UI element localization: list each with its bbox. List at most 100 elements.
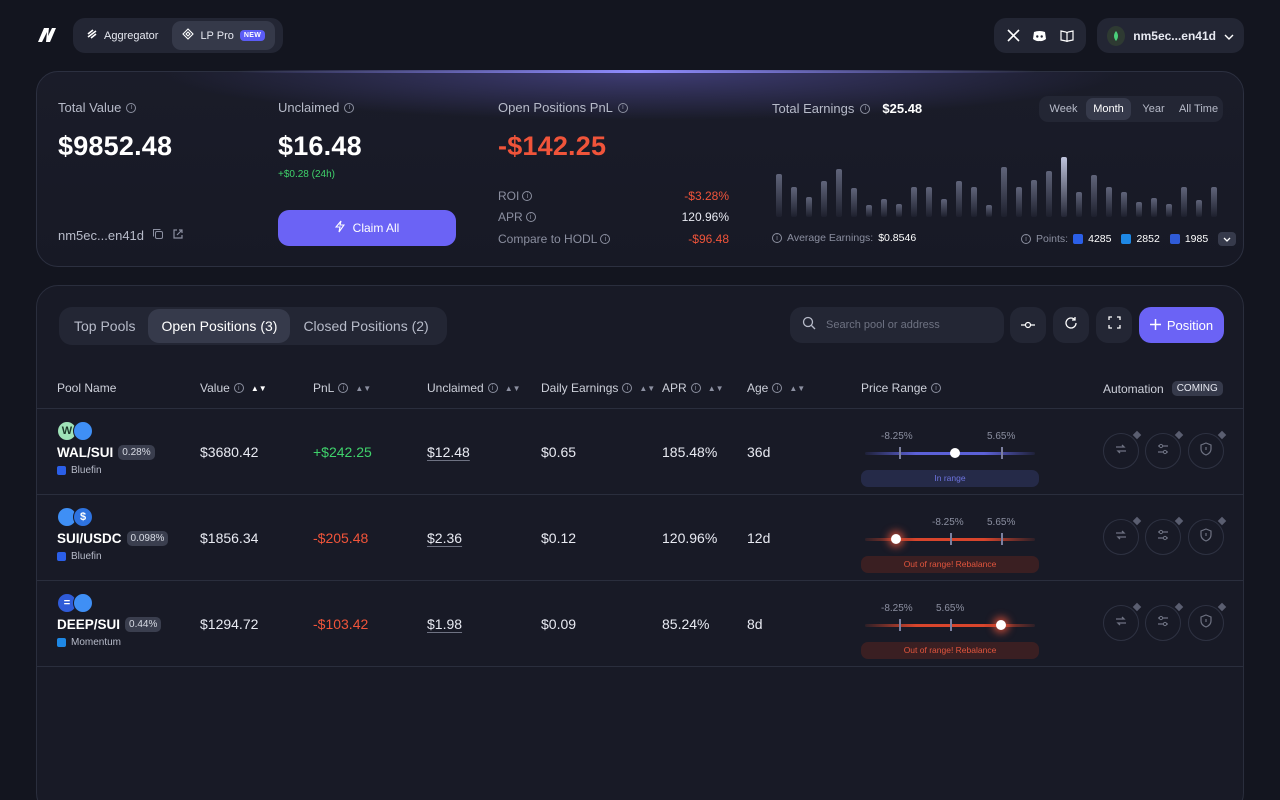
claim-all-button[interactable]: Claim All: [278, 210, 456, 246]
earnings-bar[interactable]: [865, 205, 872, 217]
col-value-label: Value: [200, 381, 230, 395]
earnings-bar[interactable]: [940, 199, 947, 217]
external-link-icon[interactable]: [172, 228, 184, 243]
earnings-bar[interactable]: [910, 187, 917, 217]
cell-unclaimed[interactable]: $12.48: [427, 444, 470, 460]
auto-rebalance-button[interactable]: [1103, 516, 1142, 555]
earnings-bar[interactable]: [805, 197, 812, 217]
col-daily-earnings[interactable]: Daily Earnings i ▲▼: [541, 381, 655, 395]
period-month[interactable]: Month: [1086, 98, 1131, 120]
tab-top-pools[interactable]: Top Pools: [74, 318, 136, 334]
info-icon[interactable]: i: [487, 383, 498, 393]
info-icon[interactable]: i: [344, 102, 355, 113]
earnings-bar[interactable]: [790, 187, 797, 217]
wallet-button[interactable]: nm5ec...en41d: [1097, 18, 1244, 53]
earnings-bar[interactable]: [1105, 187, 1112, 217]
info-icon[interactable]: i: [525, 212, 536, 222]
info-icon[interactable]: i: [617, 102, 628, 113]
auto-protect-button[interactable]: [1188, 430, 1227, 469]
earnings-bar[interactable]: [835, 169, 842, 217]
nav-aggregator[interactable]: Aggregator: [76, 21, 168, 50]
rebalance-icon: [1114, 614, 1128, 633]
fullscreen-button[interactable]: [1096, 307, 1132, 343]
table-row[interactable]: W WAL/SUI 0.28% Bluefin $3680.42 +$242.2…: [37, 409, 1243, 495]
earnings-bar[interactable]: [985, 205, 992, 217]
auto-rebalance-button[interactable]: [1103, 602, 1142, 641]
docs-icon[interactable]: [1059, 28, 1075, 44]
info-icon[interactable]: i: [1021, 234, 1031, 244]
auto-rebalance-button[interactable]: [1103, 430, 1142, 469]
earnings-bar[interactable]: [895, 204, 902, 217]
range-status[interactable]: Out of range! Rebalance: [861, 642, 1039, 659]
range-status[interactable]: Out of range! Rebalance: [861, 556, 1039, 573]
earnings-bar[interactable]: [955, 181, 962, 217]
add-position-button[interactable]: Position: [1139, 307, 1224, 343]
auto-protect-button[interactable]: [1188, 516, 1227, 555]
table-row[interactable]: $ SUI/USDC 0.098% Bluefin $1856.34 -$205…: [37, 495, 1243, 581]
cell-unclaimed[interactable]: $1.98: [427, 616, 463, 632]
token-b-icon: $: [73, 507, 93, 527]
earnings-bar[interactable]: [775, 174, 782, 217]
logo[interactable]: [34, 24, 58, 46]
info-icon[interactable]: i: [522, 191, 533, 201]
earnings-bar[interactable]: [925, 187, 932, 217]
auto-settings-button[interactable]: [1145, 516, 1184, 555]
cell-unclaimed[interactable]: $2.36: [427, 530, 463, 546]
period-all-time[interactable]: All Time: [1178, 103, 1219, 115]
col-apr[interactable]: APR i ▲▼: [662, 381, 724, 395]
earnings-bar[interactable]: [1210, 187, 1217, 217]
tab-open-positions[interactable]: Open Positions (3): [148, 309, 291, 343]
earnings-bar[interactable]: [970, 187, 977, 217]
col-pnl[interactable]: PnL i ▲▼: [313, 381, 371, 395]
commit-filter-button[interactable]: [1010, 307, 1046, 343]
col-age[interactable]: Age i ▲▼: [747, 381, 805, 395]
info-icon[interactable]: i: [622, 383, 633, 393]
col-unclaimed[interactable]: Unclaimed i ▲▼: [427, 381, 521, 395]
auto-settings-button[interactable]: [1145, 430, 1184, 469]
info-icon[interactable]: i: [600, 234, 611, 244]
earnings-bar[interactable]: [1150, 198, 1157, 217]
x-icon[interactable]: [1005, 28, 1021, 44]
refresh-button[interactable]: [1053, 307, 1089, 343]
pair-name[interactable]: WAL/SUI: [57, 445, 114, 460]
discord-icon[interactable]: [1032, 28, 1048, 44]
earnings-bar[interactable]: [1075, 192, 1082, 217]
info-icon[interactable]: i: [772, 383, 783, 393]
tab-closed-positions[interactable]: Closed Positions (2): [303, 318, 429, 334]
pair-name[interactable]: DEEP/SUI: [57, 617, 121, 632]
info-icon[interactable]: i: [233, 383, 244, 393]
earnings-bar[interactable]: [1195, 200, 1202, 217]
earnings-bar[interactable]: [1120, 192, 1127, 217]
period-week[interactable]: Week: [1049, 103, 1078, 115]
col-value[interactable]: Value i ▲▼: [200, 381, 267, 395]
earnings-bar[interactable]: [1180, 187, 1187, 217]
info-icon[interactable]: i: [772, 233, 782, 243]
earnings-bar[interactable]: [820, 181, 827, 217]
period-selector: Week Month Year All Time: [1039, 96, 1223, 122]
points-expand-button[interactable]: [1218, 232, 1237, 246]
copy-icon[interactable]: [152, 228, 164, 243]
earnings-bar[interactable]: [1045, 171, 1052, 217]
period-year[interactable]: Year: [1142, 103, 1165, 115]
earnings-bar[interactable]: [1000, 167, 1007, 217]
pair-name[interactable]: SUI/USDC: [57, 531, 122, 546]
info-icon[interactable]: i: [338, 383, 349, 393]
table-row[interactable]: = DEEP/SUI 0.44% Momentum $1294.72 -$103…: [37, 581, 1243, 667]
earnings-bar[interactable]: [880, 199, 887, 217]
info-icon[interactable]: i: [690, 383, 701, 393]
earnings-bar[interactable]: [1060, 157, 1067, 217]
auto-settings-button[interactable]: [1145, 602, 1184, 641]
earnings-bar[interactable]: [1030, 180, 1037, 217]
address-text: nm5ec...en41d: [58, 228, 145, 243]
earnings-bar[interactable]: [1165, 204, 1172, 217]
earnings-bar[interactable]: [1090, 175, 1097, 217]
earnings-bar[interactable]: [1135, 202, 1142, 217]
info-icon[interactable]: i: [931, 383, 942, 393]
info-icon[interactable]: i: [126, 102, 137, 113]
info-icon[interactable]: i: [860, 103, 871, 114]
earnings-bar[interactable]: [850, 188, 857, 217]
nav-lp-pro[interactable]: LP Pro NEW: [172, 21, 276, 50]
search-input[interactable]: [826, 319, 986, 331]
earnings-bar[interactable]: [1015, 187, 1022, 217]
auto-protect-button[interactable]: [1188, 602, 1227, 641]
